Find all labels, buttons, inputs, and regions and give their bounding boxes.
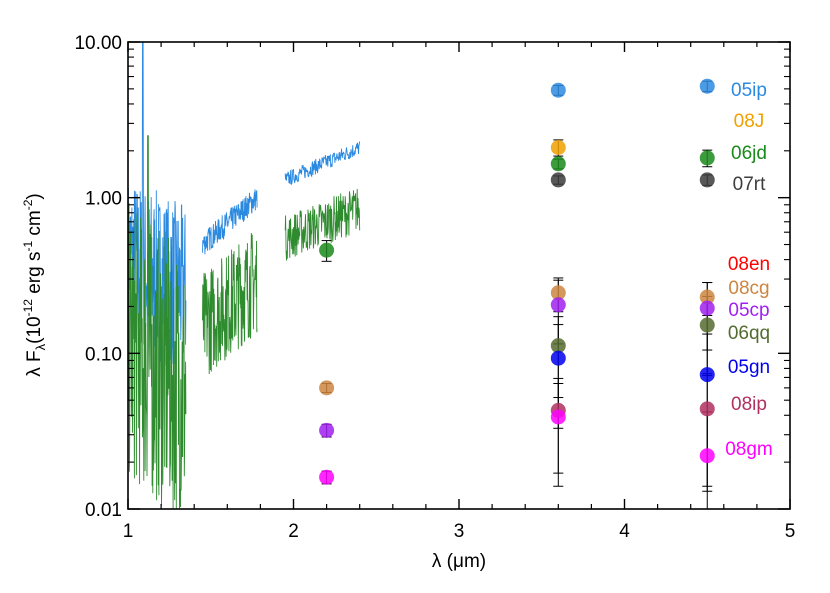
y-axis-label: λ Fλ(10-12 erg s-1 cm-2) (21, 193, 48, 377)
legend-label: 06qq (728, 323, 770, 344)
data-point (699, 289, 715, 305)
data-point (550, 140, 566, 156)
data-point (699, 317, 715, 333)
spectrum-line (127, 135, 187, 510)
data-point (550, 82, 566, 98)
x-axis-label: λ (μm) (432, 551, 486, 572)
y-axis-label-main: λ F (24, 350, 45, 376)
legend-label: 05cp (728, 300, 769, 321)
data-point (550, 172, 566, 188)
legend-label: 08cg (728, 278, 769, 299)
data-point (699, 448, 715, 464)
data-point (550, 285, 566, 301)
spectrum-line (202, 189, 258, 255)
data-point (699, 78, 715, 94)
y-tick-label: 0.10 (85, 344, 122, 365)
spectrum-line (284, 141, 361, 186)
x-tick-label: 4 (619, 521, 630, 542)
data-point (319, 422, 335, 438)
x-tick-label: 1 (123, 521, 134, 542)
legend-label: 08J (734, 111, 765, 132)
data-point (550, 156, 566, 172)
data-point (319, 242, 335, 258)
x-tick-label: 5 (785, 521, 796, 542)
y-axis-label-exp1: -12 (21, 299, 35, 317)
data-point (699, 367, 715, 383)
data-point (699, 150, 715, 166)
data-point (699, 172, 715, 188)
data-point (319, 380, 335, 396)
spectrum-line (202, 232, 258, 375)
data-point (319, 469, 335, 485)
y-axis-label-exp3: -2 (21, 199, 35, 210)
y-tick-label: 1.00 (85, 189, 122, 210)
legend-label: 08ip (731, 394, 767, 415)
y-axis-label-units: (10 (24, 316, 45, 343)
y-axis-label-units-mid: erg s (24, 252, 45, 300)
y-axis-label-units-mid2: cm (24, 210, 45, 241)
data-point (550, 350, 566, 366)
legend-label: 06jd (731, 143, 767, 164)
legend-label: 08en (728, 254, 770, 275)
y-tick-label: 10.00 (74, 33, 122, 54)
data-point (699, 300, 715, 316)
data-point (550, 297, 566, 313)
y-axis-label-subscript: λ (33, 343, 48, 350)
y-axis-label-suffix: ) (24, 193, 45, 199)
data-point (550, 338, 566, 354)
plot-frame (127, 41, 791, 510)
data-point (699, 401, 715, 417)
y-axis-label-exp2: -1 (21, 241, 35, 252)
legend-label: 05gn (728, 357, 770, 378)
y-tick-label: 0.01 (85, 500, 122, 521)
data-point (550, 409, 566, 425)
points-layer (319, 78, 715, 485)
spectra-layer (127, 41, 361, 510)
errorbar-layer (321, 80, 713, 510)
legend-label: 05ip (731, 80, 767, 101)
x-tick-label: 3 (454, 521, 465, 542)
axes: 1 2 3 4 5 0.01 0.10 1.00 10.00 (74, 33, 795, 542)
legend-label: 08gm (725, 439, 773, 460)
spectrum-line (284, 188, 361, 261)
legend-label: 07rt (733, 174, 766, 195)
x-tick-label: 2 (288, 521, 299, 542)
